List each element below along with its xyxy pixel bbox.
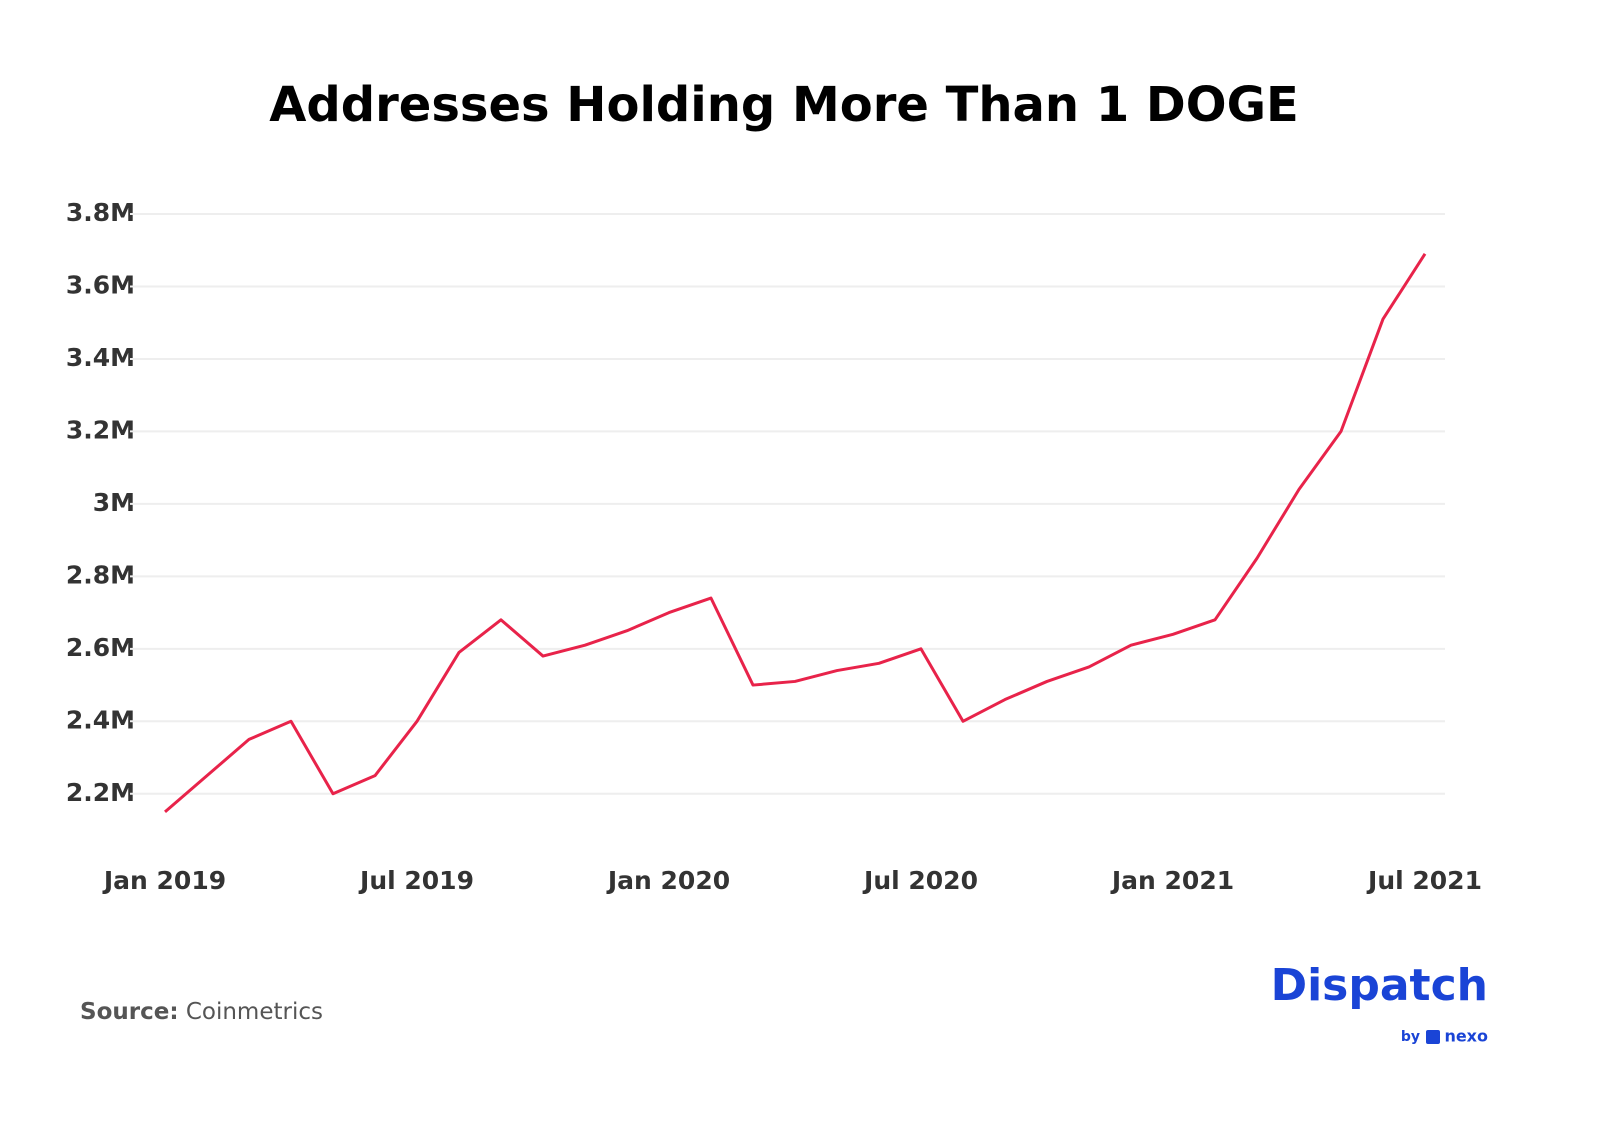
logo-partner: nexo [1444,1027,1488,1046]
y-tick-label: 3.8M [66,198,135,227]
logo-name: Dispatch [1271,960,1488,1011]
x-tick-label: Jul 2019 [358,866,474,895]
x-tick-label: Jul 2021 [1366,866,1482,895]
y-tick-label: 2.6M [66,633,135,662]
x-tick-label: Jan 2020 [606,866,730,895]
source-value: Coinmetrics [186,999,323,1025]
line [164,253,1427,814]
y-tick-label: 2.2M [66,778,135,807]
x-tick-label: Jul 2020 [862,866,978,895]
source-label: Source: [80,999,179,1025]
logo-by: by [1401,1029,1420,1045]
logo-icon [1426,1030,1440,1044]
y-tick-label: 3.2M [66,415,135,444]
x-tick-label: Jan 2019 [102,866,226,895]
chart-title: Addresses Holding More Than 1 DOGE [269,77,1299,133]
source: Source: Coinmetrics [80,999,323,1025]
y-tick-label: 3.6M [66,270,135,299]
y-tick-label: 2.8M [66,560,135,589]
y-tick-label: 3M [93,488,135,517]
y-tick-label: 3.4M [66,343,135,372]
y-tick-label: 2.4M [66,705,135,734]
x-tick-label: Jan 2021 [1110,866,1234,895]
